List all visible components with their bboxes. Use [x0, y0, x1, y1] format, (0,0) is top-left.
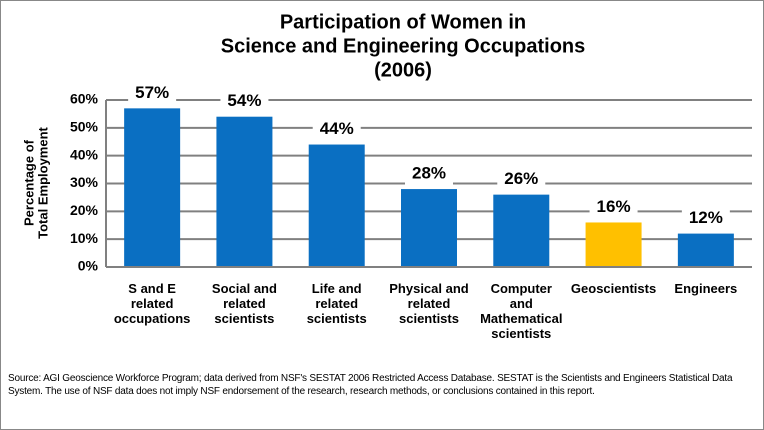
data-label-bg [497, 166, 546, 191]
data-label: 54% [227, 91, 261, 110]
bar [677, 233, 734, 267]
data-label-bg [405, 161, 453, 186]
data-label-bg [589, 194, 638, 219]
y-axis-label: Total Employment [35, 126, 50, 238]
y-tick-label: 30% [70, 174, 99, 190]
x-tick-label: S and E related occupations [113, 281, 191, 326]
data-label: 57% [135, 83, 169, 102]
y-axis-label: Percentage of [21, 139, 36, 226]
y-tick-label: 20% [70, 202, 99, 218]
x-tick-label: Geoscientists [570, 281, 657, 296]
x-tick-label: Engineers [674, 281, 738, 296]
y-tick-label: 60% [70, 91, 99, 107]
bar [308, 144, 365, 267]
y-tick-label: 50% [70, 119, 99, 135]
x-tick-label: Physical and related scientists [389, 281, 469, 326]
x-tick-label: Life and related scientists [306, 281, 367, 326]
x-tick-label: Social and related scientists [211, 281, 277, 326]
bar [401, 189, 457, 267]
data-label-bg [312, 116, 361, 141]
data-label: 26% [504, 169, 538, 188]
data-label: 44% [320, 119, 354, 138]
bar [493, 194, 550, 267]
data-label: 12% [689, 208, 723, 227]
y-tick-label: 40% [70, 146, 99, 162]
bar [216, 116, 273, 267]
y-tick-label: 0% [78, 258, 99, 274]
source-note: Source: AGI Geoscience Workforce Program… [8, 373, 733, 397]
bar [585, 222, 642, 267]
bar [124, 108, 181, 267]
chart-title: Science and Engineering Occupations [221, 35, 586, 57]
x-tick-label: Computer and Mathematical scientists [480, 281, 563, 341]
y-tick-label: 10% [70, 230, 99, 246]
data-label-bg [128, 80, 177, 105]
data-label-bg [220, 88, 269, 113]
data-label-bg [681, 205, 730, 230]
chart-title: (2006) [374, 59, 432, 81]
data-label: 28% [412, 164, 446, 183]
data-label: 16% [597, 197, 631, 216]
chart-title: Participation of Women in [280, 11, 526, 33]
